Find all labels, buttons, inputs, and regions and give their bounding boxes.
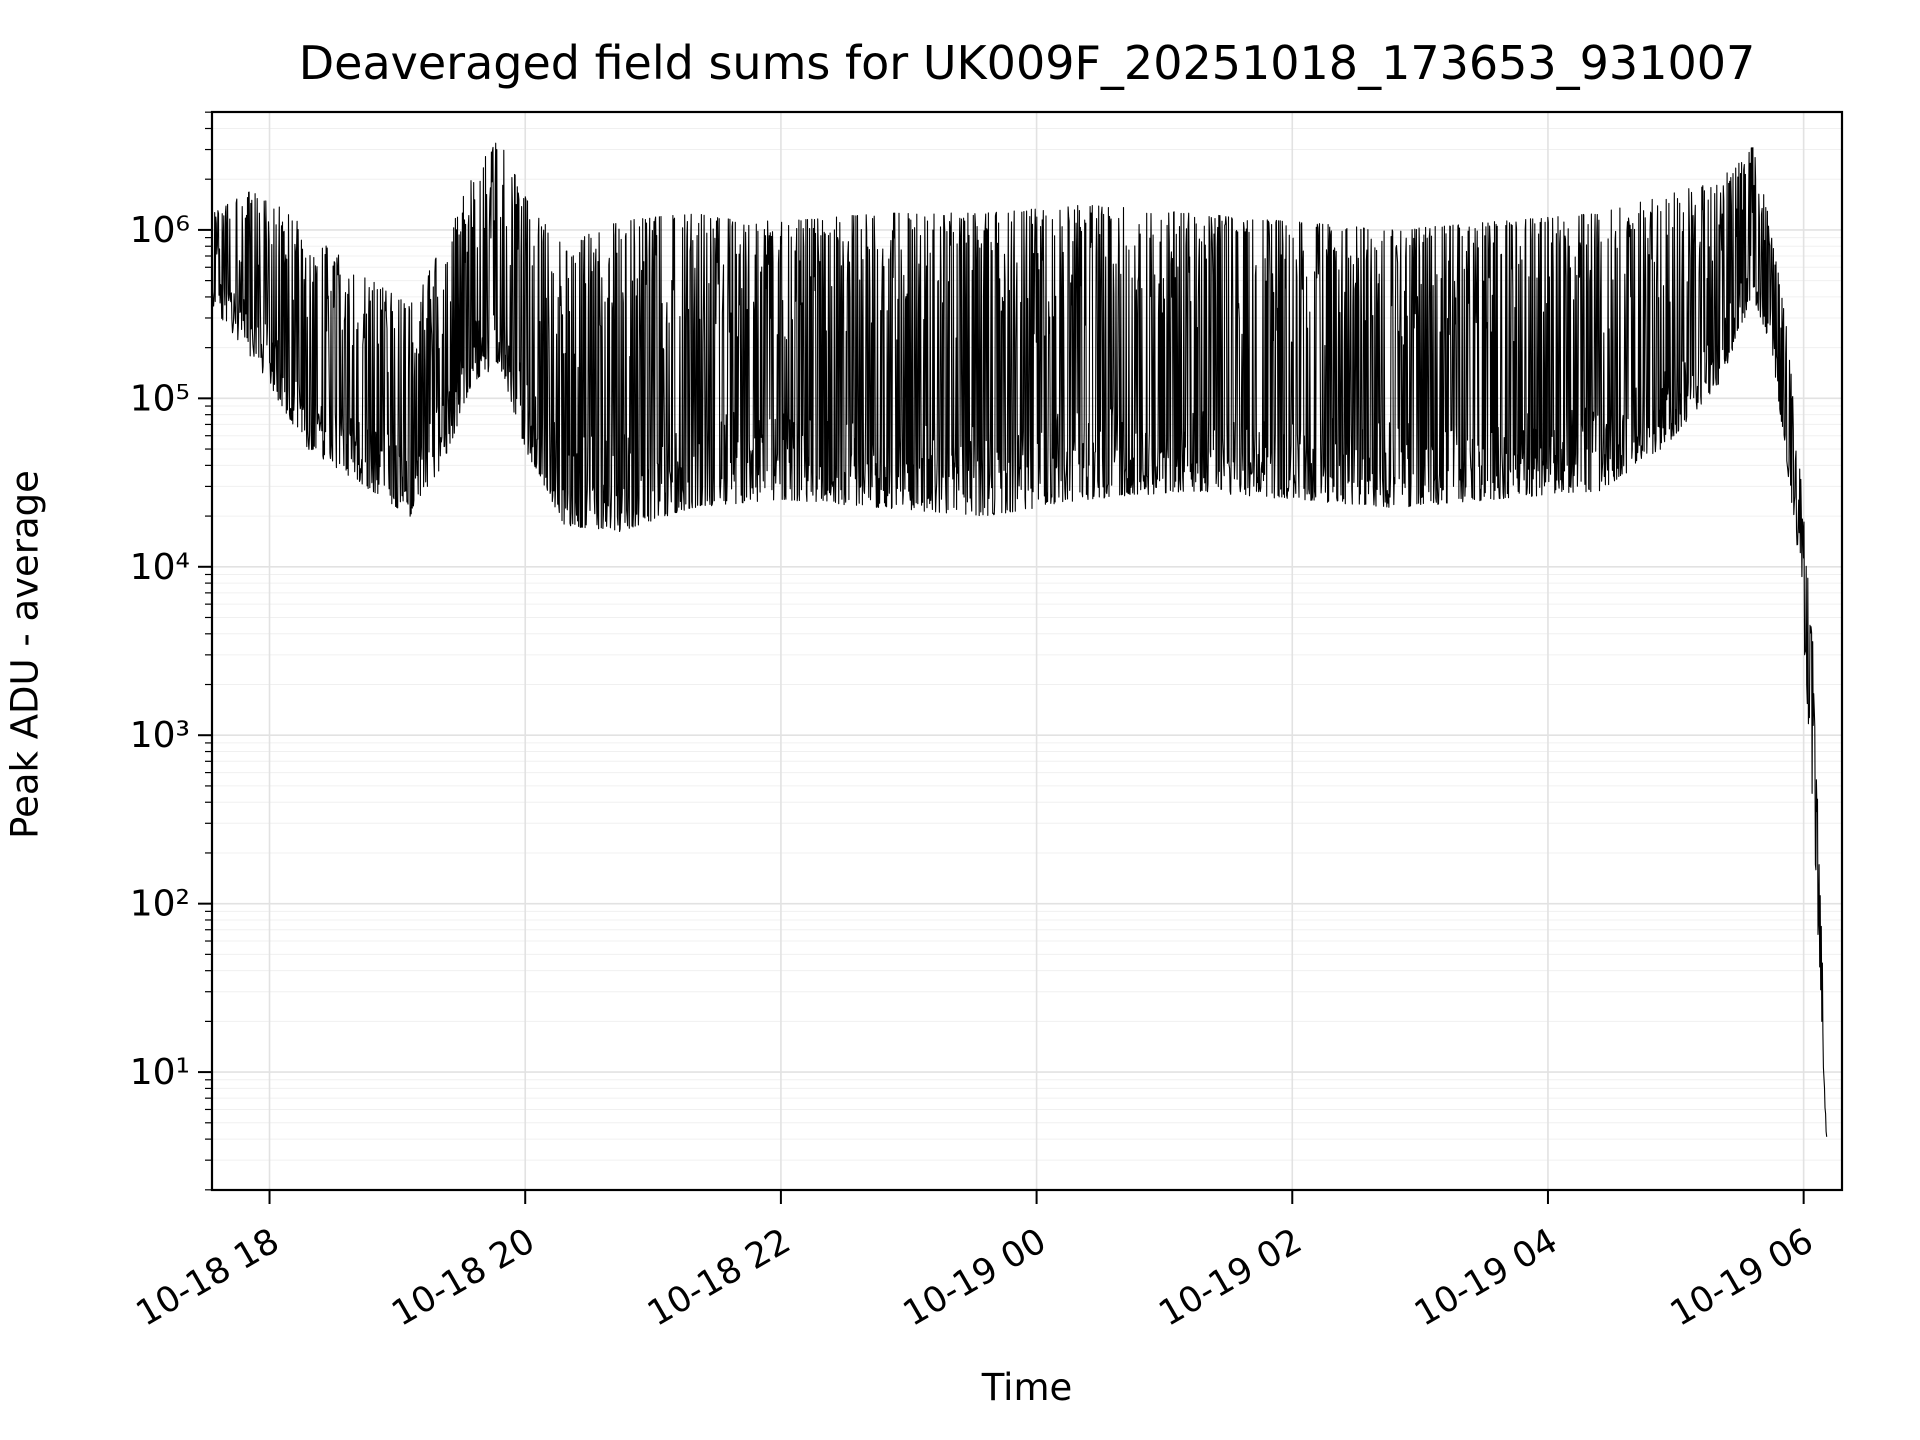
x-tick-label: 10-18 18 — [130, 1221, 286, 1334]
axes-frame — [210, 110, 1844, 1192]
x-tick-label: 10-19 04 — [1408, 1221, 1564, 1334]
x-tick-label: 10-19 00 — [897, 1221, 1053, 1334]
y-tick-label: 10² — [130, 884, 190, 925]
data-series-line — [211, 142, 1828, 1137]
y-tick-label: 10¹ — [130, 1052, 190, 1093]
x-tick-label: 10-18 20 — [385, 1221, 541, 1334]
x-tick-label: 10-19 02 — [1152, 1221, 1308, 1334]
x-tick-label: 10-19 06 — [1664, 1221, 1820, 1334]
y-tick-label: 10⁶ — [130, 210, 190, 251]
chart-title: Deaveraged field sums for UK009F_2025101… — [298, 36, 1756, 90]
y-tick-label: 10⁴ — [130, 547, 190, 588]
x-tick-label: 10-18 22 — [641, 1221, 797, 1334]
x-axis-label: Time — [981, 1366, 1073, 1409]
y-tick-label: 10⁵ — [130, 378, 190, 419]
y-tick-label: 10³ — [130, 715, 190, 756]
